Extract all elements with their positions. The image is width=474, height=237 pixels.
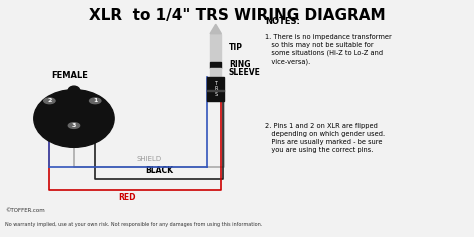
Text: 1. There is no impedance transformer
   so this may not be suitable for
   some : 1. There is no impedance transformer so … xyxy=(265,34,392,65)
Text: 2: 2 xyxy=(47,98,52,103)
Text: BLACK: BLACK xyxy=(146,166,174,175)
Bar xyxy=(207,90,224,91)
Bar xyxy=(210,62,221,68)
Text: XLR  to 1/4" TRS WIRING DIAGRAM: XLR to 1/4" TRS WIRING DIAGRAM xyxy=(89,8,385,23)
Bar xyxy=(207,77,224,101)
Text: R: R xyxy=(214,86,218,91)
Text: FEMALE: FEMALE xyxy=(51,71,88,80)
Circle shape xyxy=(90,98,101,104)
Bar xyxy=(210,34,221,62)
Text: 3: 3 xyxy=(72,123,76,128)
Polygon shape xyxy=(210,24,221,34)
Text: RED: RED xyxy=(118,193,136,202)
Text: TIP: TIP xyxy=(229,43,243,52)
Text: ©TOFFER.com: ©TOFFER.com xyxy=(5,208,45,213)
Text: 2. Pins 1 and 2 on XLR are flipped
   depending on which gender used.
   Pins ar: 2. Pins 1 and 2 on XLR are flipped depen… xyxy=(265,123,385,153)
Text: SHIELD: SHIELD xyxy=(137,156,162,162)
Circle shape xyxy=(44,98,55,104)
Text: 1: 1 xyxy=(93,98,97,103)
Text: S: S xyxy=(214,92,217,97)
Text: SLEEVE: SLEEVE xyxy=(229,68,261,77)
Text: NOTES:: NOTES: xyxy=(265,17,300,26)
Bar xyxy=(210,68,221,77)
Circle shape xyxy=(68,123,80,128)
Ellipse shape xyxy=(34,90,114,147)
Ellipse shape xyxy=(68,86,80,96)
Text: RING: RING xyxy=(229,60,250,69)
Text: T: T xyxy=(214,81,217,86)
Text: No warranty implied, use at your own risk. Not responsible for any damages from : No warranty implied, use at your own ris… xyxy=(5,222,263,227)
